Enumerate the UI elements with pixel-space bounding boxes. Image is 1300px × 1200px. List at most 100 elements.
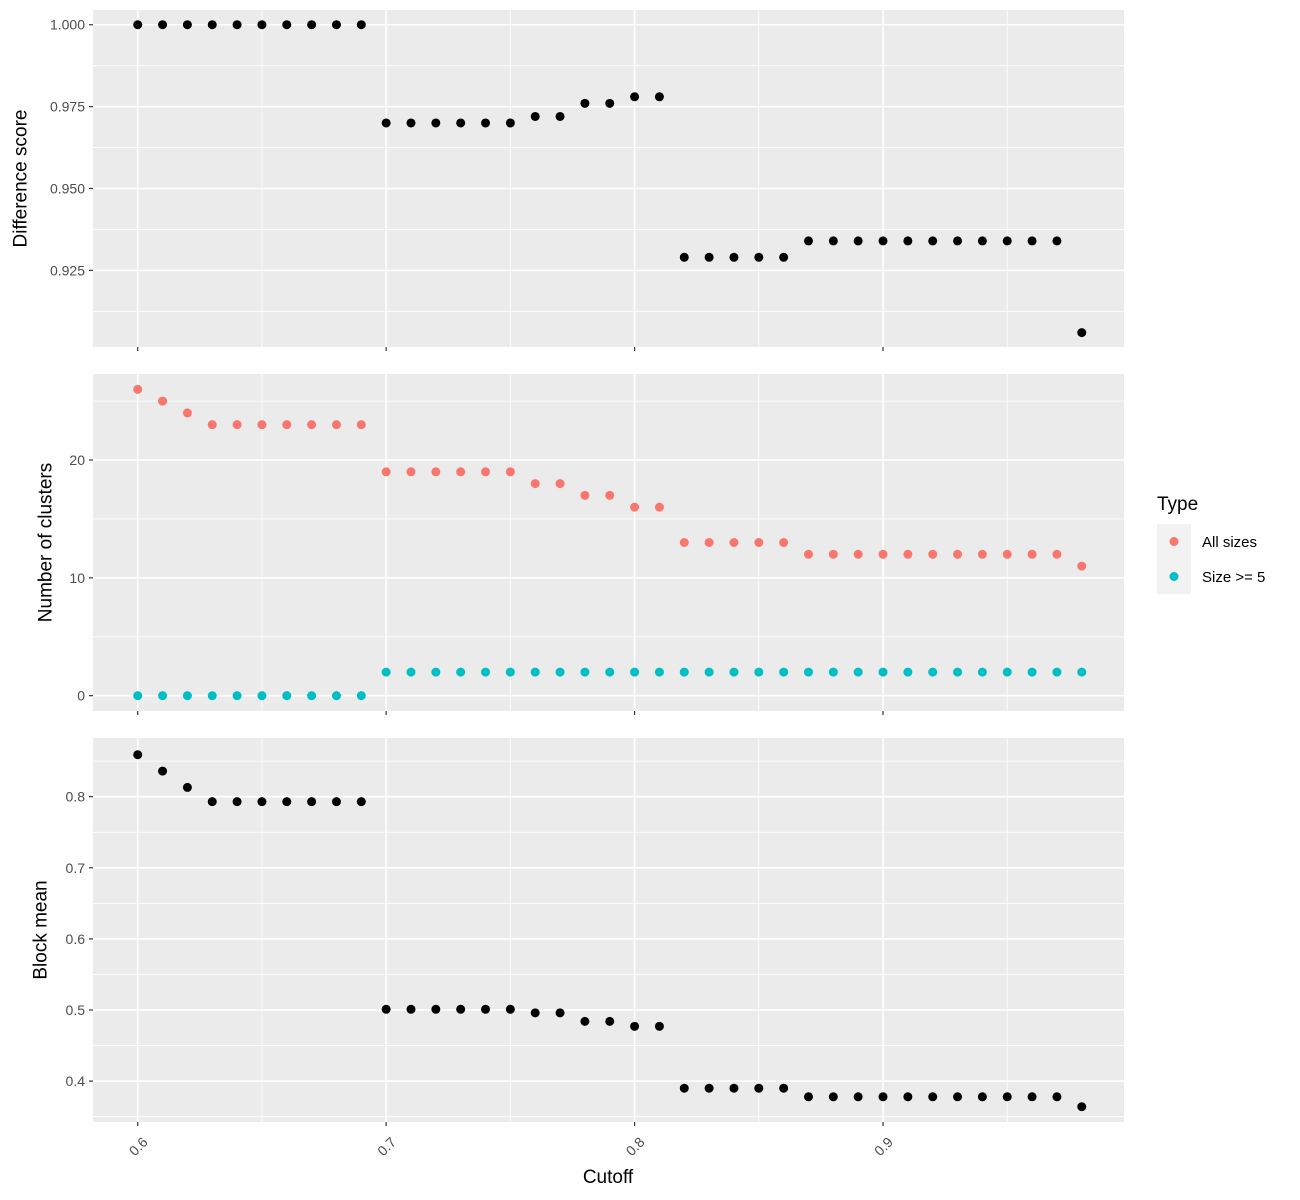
data-point <box>630 667 640 677</box>
data-point <box>207 20 217 30</box>
legend-key-point <box>1169 537 1179 546</box>
data-point <box>679 252 689 262</box>
data-point <box>331 691 341 701</box>
data-point <box>182 782 192 792</box>
data-point <box>431 467 441 477</box>
y-axis-title: Block mean <box>31 880 52 979</box>
legend-label: Size >= 5 <box>1202 569 1265 586</box>
data-point <box>779 252 789 262</box>
data-point <box>853 667 863 677</box>
data-point <box>729 1083 739 1093</box>
y-tick-label: 0.5 <box>66 1002 86 1018</box>
data-point <box>1077 561 1087 571</box>
data-point <box>803 236 813 246</box>
data-point <box>381 118 391 128</box>
x-tick-label: 0.8 <box>623 1134 648 1159</box>
data-point <box>481 667 491 677</box>
data-point <box>1002 236 1012 246</box>
legend-entries: All sizes Size >= 5 <box>1157 524 1265 594</box>
data-point <box>456 1004 466 1014</box>
data-point <box>729 252 739 262</box>
x-axis-title: Cutoff <box>583 1167 634 1188</box>
data-point <box>158 20 168 30</box>
data-point <box>605 667 615 677</box>
data-point <box>406 667 416 677</box>
y-tick-label: 10 <box>69 570 85 586</box>
data-point <box>828 549 838 559</box>
data-point <box>654 1021 664 1031</box>
data-point <box>356 20 366 30</box>
data-point <box>1002 549 1012 559</box>
data-point <box>481 467 491 477</box>
data-point <box>282 691 292 701</box>
data-point <box>530 479 540 489</box>
data-point <box>530 667 540 677</box>
y-tick-label: 0.975 <box>50 99 85 115</box>
data-point <box>779 1083 789 1093</box>
data-point <box>505 667 515 677</box>
data-point <box>803 667 813 677</box>
y-tick-label: 0 <box>77 688 85 704</box>
x-tick-label: 0.7 <box>374 1134 399 1159</box>
data-point <box>1052 667 1062 677</box>
y-tick-label: 0.4 <box>66 1073 86 1089</box>
data-point <box>381 467 391 477</box>
data-point <box>580 98 590 108</box>
data-point <box>1077 1102 1087 1112</box>
data-point <box>1027 1092 1037 1102</box>
data-point <box>853 549 863 559</box>
data-point <box>232 691 242 701</box>
data-point <box>406 467 416 477</box>
panels: 0.925 0.950 0.975 1.000 Difference score 0 10 2… <box>11 10 1124 1159</box>
legend: Type All sizes Size >= 5 <box>1157 494 1265 594</box>
data-point <box>704 252 714 262</box>
data-point <box>605 490 615 500</box>
data-point <box>754 667 764 677</box>
panel-3: 0.4 0.5 0.6 0.7 0.8 Block mean <box>31 738 1124 1126</box>
data-point <box>530 111 540 121</box>
data-point <box>207 420 217 430</box>
legend-entry: All sizes <box>1157 524 1257 559</box>
series-1 <box>133 750 1087 1112</box>
data-point <box>133 384 143 394</box>
data-point <box>878 549 888 559</box>
data-point <box>754 252 764 262</box>
data-point <box>878 667 888 677</box>
x-tick-label: 0.6 <box>126 1134 151 1159</box>
data-point <box>1077 667 1087 677</box>
data-point <box>580 667 590 677</box>
data-point <box>1027 549 1037 559</box>
panel-background <box>93 738 1124 1122</box>
data-point <box>505 1004 515 1014</box>
y-axis-title: Number of clusters <box>36 463 57 622</box>
data-point <box>356 691 366 701</box>
data-point <box>580 490 590 500</box>
data-point <box>928 549 938 559</box>
data-point <box>630 92 640 102</box>
data-point <box>828 1092 838 1102</box>
data-point <box>903 236 913 246</box>
data-point <box>1027 236 1037 246</box>
data-point <box>605 1016 615 1026</box>
data-point <box>977 549 987 559</box>
data-point <box>679 538 689 547</box>
data-point <box>505 467 515 477</box>
data-point <box>406 118 416 128</box>
data-point <box>903 549 913 559</box>
data-point <box>953 1092 963 1102</box>
data-point <box>853 1092 863 1102</box>
x-tick-label: 0.9 <box>871 1134 896 1159</box>
data-point <box>207 691 217 701</box>
legend-label: All sizes <box>1202 534 1257 551</box>
data-point <box>754 538 764 547</box>
data-point <box>257 20 267 30</box>
legend-entry: Size >= 5 <box>1157 559 1265 594</box>
data-point <box>555 667 565 677</box>
data-point <box>953 549 963 559</box>
data-point <box>555 1008 565 1018</box>
data-point <box>580 1016 590 1026</box>
data-point <box>257 797 267 807</box>
data-point <box>331 20 341 30</box>
y-tick-label: 0.8 <box>66 789 86 805</box>
data-point <box>456 118 466 128</box>
